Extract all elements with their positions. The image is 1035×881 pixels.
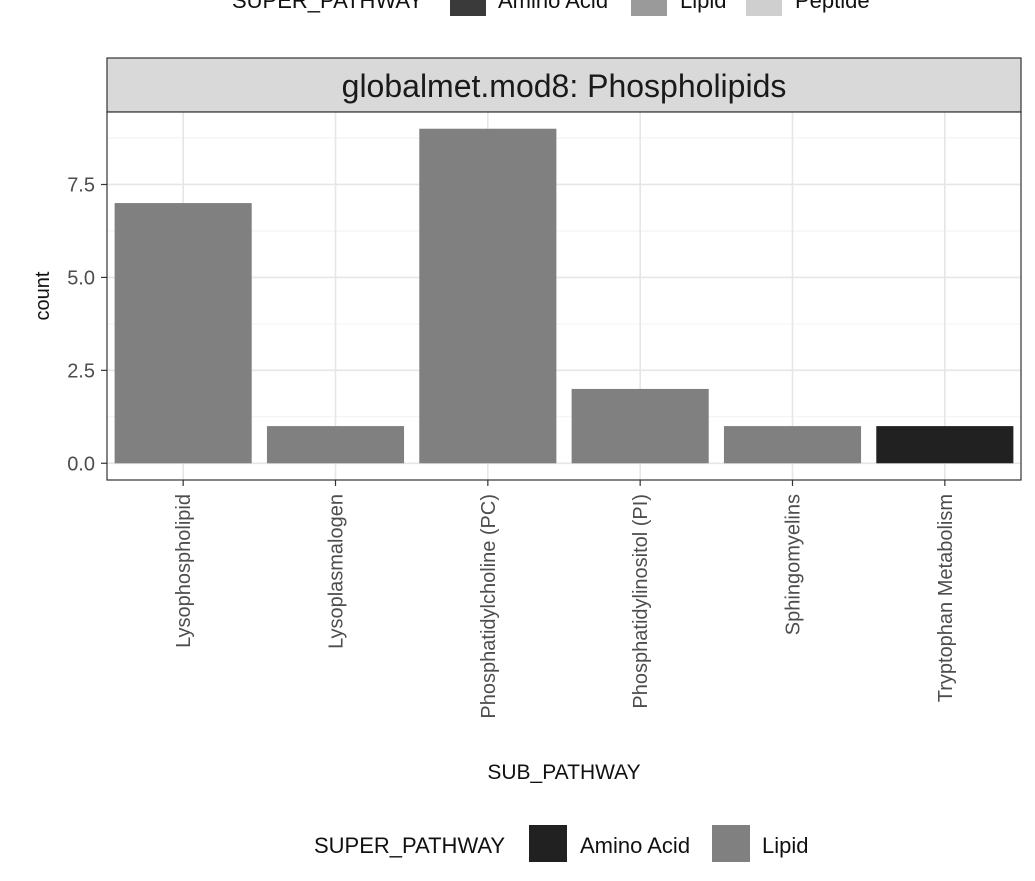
top-legend: SUPER_PATHWAY Amino Acid Lipid Peptide [232,0,870,16]
x-axis-title: SUB_PATHWAY [487,761,640,784]
top-legend-label-lipid: Lipid [680,0,726,13]
bar-tryptophan-metabolism [876,426,1014,464]
x-tick-label: Lysophospholipid [173,494,195,648]
top-legend-title: SUPER_PATHWAY [232,0,423,13]
bar-lysophospholipid [114,203,252,464]
legend-title: SUPER_PATHWAY [314,833,505,858]
x-axis: Lysophospholipid Lysoplasmalogen Phosphati… [173,480,957,719]
top-legend-label-peptide: Peptide [795,0,870,13]
facet-strip [106,57,1022,113]
legend-label-lipid: Lipid [762,833,808,858]
bar-phosphatidylinositol-pi [571,388,709,464]
plot-panel-border [106,111,1022,481]
x-tick-label: Sphingomyelins [783,494,805,635]
y-tick-label: 0.0 [67,453,95,475]
legend-label-amino-acid: Amino Acid [580,833,690,858]
y-axis-title: count [32,271,54,320]
y-axis: 0.0 2.5 5.0 7.5 [67,174,107,475]
bar-phosphatidylcholine-pc [419,128,557,464]
y-tick-label: 2.5 [67,360,95,382]
bar-lysoplasmalogen [266,426,405,464]
bar-sphingomyelins [723,426,862,464]
x-tick-label: Phosphatidylinositol (PI) [630,494,652,709]
x-tick-label: Lysoplasmalogen [326,494,348,649]
chart-title: globalmet.mod8: Phospholipids [342,68,787,104]
legend-key-amino-acid [529,825,567,862]
y-tick-label: 5.0 [67,267,95,289]
top-legend-key-peptide [746,0,782,16]
top-legend-key-amino-acid [450,0,486,16]
bar-layer [114,128,1014,464]
plot-panel [107,112,1021,480]
x-tick-label: Phosphatidylcholine (PC) [478,494,500,719]
top-legend-key-lipid [631,0,667,16]
top-legend-label-amino-acid: Amino Acid [498,0,608,13]
y-tick-label: 7.5 [67,174,95,196]
legend-key-lipid [712,825,750,862]
x-tick-label: Tryptophan Metabolism [935,494,957,702]
bottom-legend: SUPER_PATHWAY Amino Acid Lipid [314,825,808,862]
